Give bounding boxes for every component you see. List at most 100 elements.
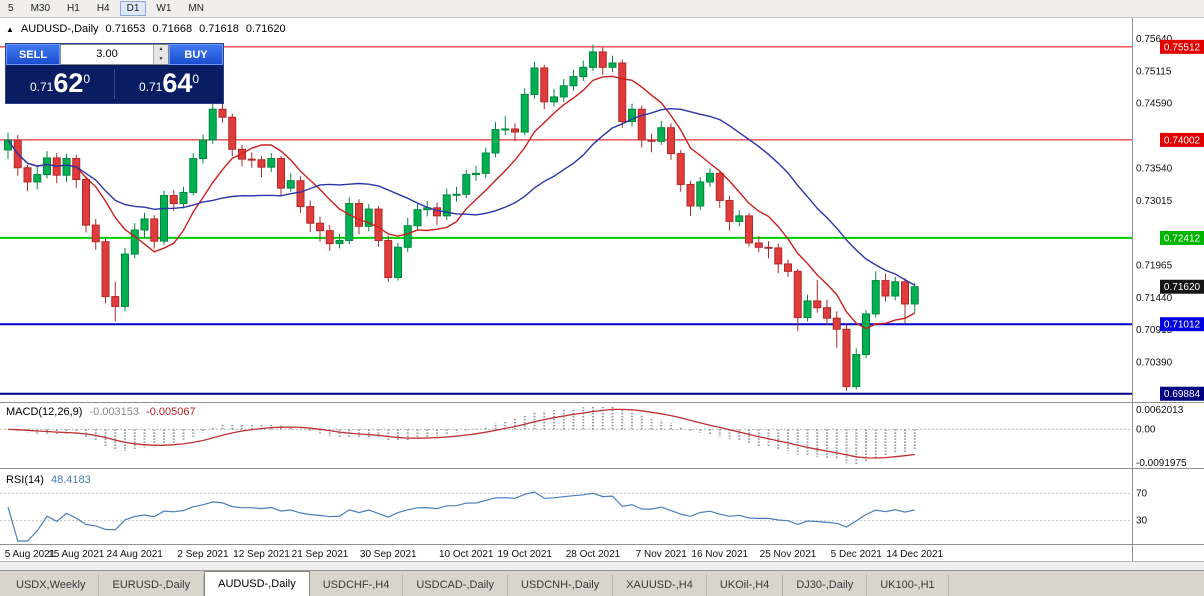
candle-body bbox=[43, 157, 51, 176]
candle-body bbox=[247, 158, 256, 161]
date-axis-label: 24 Aug 2021 bbox=[107, 549, 164, 560]
timeframe-mn-button[interactable]: MN bbox=[188, 3, 204, 14]
candle-body bbox=[481, 152, 490, 174]
volume-stepper[interactable]: 3.00 ▲ ▼ bbox=[60, 44, 169, 65]
candle-body bbox=[335, 240, 344, 245]
volume-down-icon[interactable]: ▼ bbox=[154, 54, 168, 64]
timeframe-h4-button[interactable]: H4 bbox=[96, 3, 110, 14]
candle-body bbox=[296, 180, 305, 208]
price-badge-label: 0.72412 bbox=[1164, 233, 1201, 244]
date-axis-label: 16 Nov 2021 bbox=[691, 549, 748, 560]
candle-body bbox=[130, 229, 139, 255]
candle-body bbox=[910, 286, 919, 305]
candle-body bbox=[218, 108, 227, 118]
candle-body bbox=[33, 174, 42, 183]
volume-spinner: ▲ ▼ bbox=[153, 45, 168, 64]
candle-body bbox=[501, 128, 510, 131]
tab-xauusd-h4[interactable]: XAUUSD-,H4 bbox=[613, 575, 707, 596]
price-tick-label: 0.74590 bbox=[1136, 99, 1173, 110]
candle-body bbox=[852, 354, 861, 388]
candle-body bbox=[160, 195, 168, 242]
timeframe-m30-button[interactable]: M30 bbox=[30, 3, 51, 14]
price-badge bbox=[1160, 279, 1204, 294]
ma-slow-line bbox=[7, 107, 916, 286]
candle-body bbox=[735, 215, 744, 222]
price-badge bbox=[1160, 39, 1204, 54]
macd-name: MACD(12,26,9) bbox=[6, 406, 83, 418]
candle-body bbox=[891, 281, 900, 297]
candle-body bbox=[199, 139, 207, 160]
one-click-trading-panel: SELL 3.00 ▲ ▼ BUY 0.71 62 0 0.71 64 0 bbox=[5, 43, 224, 104]
candle-body bbox=[91, 224, 100, 243]
buy-price-display[interactable]: 0.71 64 0 bbox=[115, 69, 223, 100]
date-axis-label: 28 Oct 2021 bbox=[566, 549, 621, 560]
price-tick-label: 0.71965 bbox=[1136, 260, 1173, 271]
timeframe-m5-button[interactable]: 5 bbox=[8, 3, 14, 14]
candle-body bbox=[813, 300, 822, 309]
tab-usdx-weekly[interactable]: USDX,Weekly bbox=[3, 575, 100, 596]
candle-body bbox=[364, 208, 373, 227]
candle-body bbox=[277, 158, 285, 189]
candle-body bbox=[676, 153, 685, 185]
candle-body bbox=[530, 67, 539, 95]
candle-body bbox=[579, 66, 588, 78]
candle-body bbox=[374, 208, 383, 242]
candle-body bbox=[491, 129, 500, 154]
volume-up-icon[interactable]: ▲ bbox=[154, 45, 168, 55]
tab-usdchf-h4[interactable]: USDCHF-,H4 bbox=[310, 575, 404, 596]
candle-body bbox=[803, 300, 812, 319]
collapse-chart-icon[interactable]: ▲ bbox=[6, 24, 14, 34]
price-tick-label: 0.71440 bbox=[1136, 293, 1173, 304]
tab-dj30-daily[interactable]: DJ30-,Daily bbox=[783, 575, 868, 596]
tab-eurusd-daily[interactable]: EURUSD-,Daily bbox=[99, 575, 205, 596]
tab-uk100-h1[interactable]: UK100-,H1 bbox=[867, 575, 949, 596]
candle-body bbox=[228, 116, 237, 150]
candle-body bbox=[413, 209, 422, 227]
price-badge-label: 0.71012 bbox=[1164, 320, 1201, 331]
horizontal-scrollbar[interactable] bbox=[0, 561, 1204, 570]
candle-body bbox=[306, 206, 315, 224]
tab-usdcnh-daily[interactable]: USDCNH-,Daily bbox=[508, 575, 614, 596]
candle-body bbox=[403, 225, 412, 248]
candle-body bbox=[208, 108, 217, 141]
price-badge bbox=[1160, 317, 1204, 332]
buy-button[interactable]: BUY bbox=[169, 44, 223, 65]
candle-body bbox=[823, 307, 831, 319]
buy-price-pipette: 0 bbox=[192, 71, 200, 86]
candle-body bbox=[267, 158, 276, 168]
timeframe-h1-button[interactable]: H1 bbox=[67, 3, 80, 14]
candle-body bbox=[647, 139, 656, 142]
candle-body bbox=[472, 172, 480, 176]
candle-body bbox=[706, 172, 714, 183]
candle-body bbox=[871, 280, 880, 315]
buy-price-big: 64 bbox=[162, 67, 193, 98]
ohlc-close: 0.71620 bbox=[245, 23, 286, 35]
price-badge bbox=[1160, 230, 1204, 245]
price-tick-label: 0.70390 bbox=[1136, 358, 1173, 369]
tab-ukoil-h4[interactable]: UKOil-,H4 bbox=[707, 575, 784, 596]
candle-body bbox=[618, 62, 627, 123]
candle-body bbox=[540, 67, 549, 103]
volume-value[interactable]: 3.00 bbox=[96, 48, 118, 60]
candle-body bbox=[511, 128, 519, 133]
candle-body bbox=[715, 172, 724, 201]
candle-body bbox=[452, 193, 461, 196]
date-axis-label: 7 Nov 2021 bbox=[636, 549, 688, 560]
rsi-indicator-label: RSI(14) 48.4183 bbox=[6, 474, 91, 486]
price-badge-label: 0.71620 bbox=[1164, 282, 1201, 293]
tab-usdcad-daily[interactable]: USDCAD-,Daily bbox=[403, 575, 508, 596]
sell-price-display[interactable]: 0.71 62 0 bbox=[6, 69, 114, 100]
candle-body bbox=[140, 218, 149, 231]
macd-indicator-label: MACD(12,26,9) -0.003153 -0.005067 bbox=[6, 406, 196, 418]
candle-body bbox=[286, 180, 295, 189]
timeframe-w1-button[interactable]: W1 bbox=[156, 3, 172, 14]
candle-body bbox=[462, 174, 471, 195]
candle-body bbox=[257, 159, 266, 168]
candle-body bbox=[901, 281, 909, 305]
timeframe-d1-button[interactable]: D1 bbox=[119, 1, 147, 16]
macd-main-value: -0.003153 bbox=[89, 406, 140, 418]
sell-price-pipette: 0 bbox=[83, 71, 91, 86]
tab-audusd-daily[interactable]: AUDUSD-,Daily bbox=[204, 571, 310, 596]
sell-button[interactable]: SELL bbox=[6, 44, 60, 65]
